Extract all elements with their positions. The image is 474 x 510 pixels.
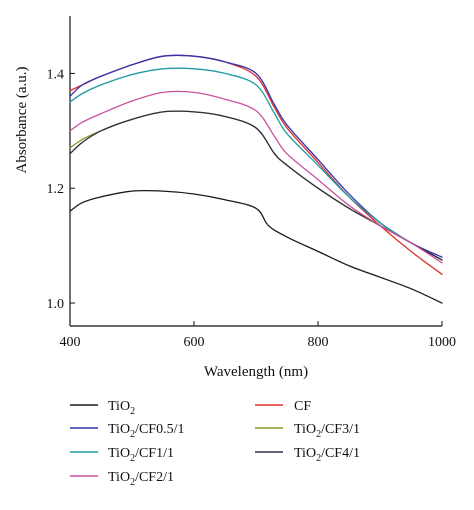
legend-label-6: TiO2/CF2/1 bbox=[108, 470, 174, 488]
legend-label-0: TiO2 bbox=[108, 399, 135, 417]
series-line-1 bbox=[69, 54, 443, 275]
series-line-6 bbox=[69, 90, 443, 264]
legend-label-base: TiO bbox=[294, 446, 316, 461]
legend-label-4: TiO2/CF1/1 bbox=[108, 446, 174, 464]
y-tick-label: 1.4 bbox=[47, 67, 65, 82]
legend-label-base: TiO bbox=[108, 399, 130, 414]
series-layer bbox=[69, 54, 443, 304]
legend-label-2: TiO2/CF0.5/1 bbox=[108, 422, 184, 440]
y-tick-label: 1.2 bbox=[47, 182, 65, 197]
legend-label-rest: /CF2/1 bbox=[135, 470, 174, 485]
x-tick-label: 600 bbox=[184, 335, 205, 350]
legend-label-rest: /CF0.5/1 bbox=[135, 422, 184, 437]
legend-label-subscript: 2 bbox=[130, 477, 135, 488]
series-line-4 bbox=[69, 67, 443, 261]
legend-label-base: TiO bbox=[108, 470, 130, 485]
legend-label-subscript: 2 bbox=[316, 453, 321, 464]
legend-label-3: TiO2/CF3/1 bbox=[294, 422, 360, 440]
legend-label-5: TiO2/CF4/1 bbox=[294, 446, 360, 464]
y-tick-label: 1.0 bbox=[47, 297, 65, 312]
legend-label-rest: /CF4/1 bbox=[321, 446, 360, 461]
legend-label-subscript: 2 bbox=[130, 453, 135, 464]
legend-label-base: CF bbox=[294, 399, 311, 414]
legend-label-base: TiO bbox=[108, 446, 130, 461]
legend-label-subscript: 2 bbox=[130, 429, 135, 440]
plot-frame bbox=[69, 16, 442, 327]
legend-label-subscript: 2 bbox=[316, 429, 321, 440]
tick-layer: 400 600 800 1000 1.0 1.2 1.4 bbox=[47, 67, 457, 350]
x-tick-label: 400 bbox=[60, 335, 81, 350]
legend-label-subscript: 2 bbox=[130, 406, 135, 417]
series-line-0 bbox=[69, 189, 443, 304]
legend-label-base: TiO bbox=[294, 422, 316, 437]
legend-label-base: TiO bbox=[108, 422, 130, 437]
x-axis-title: Wavelength (nm) bbox=[204, 364, 308, 380]
legend-label-rest: /CF1/1 bbox=[135, 446, 174, 461]
series-line-3 bbox=[69, 110, 443, 261]
y-axis-title: Absorbance (a.u.) bbox=[14, 66, 30, 173]
series-line-5 bbox=[69, 110, 443, 261]
legend-label-rest: /CF3/1 bbox=[321, 422, 360, 437]
legend-label-1: CF bbox=[294, 399, 311, 414]
x-tick-label: 800 bbox=[308, 335, 329, 350]
x-tick-label: 1000 bbox=[428, 335, 456, 350]
